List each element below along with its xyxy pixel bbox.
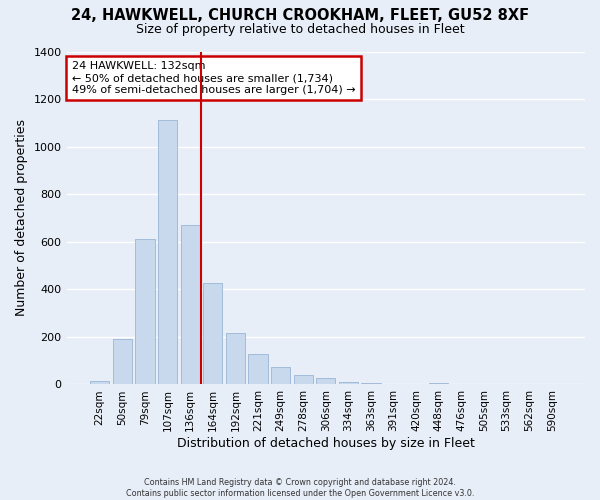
Bar bbox=[248, 354, 268, 384]
Bar bbox=[113, 338, 132, 384]
Bar bbox=[293, 376, 313, 384]
Y-axis label: Number of detached properties: Number of detached properties bbox=[15, 120, 28, 316]
Text: Contains HM Land Registry data © Crown copyright and database right 2024.
Contai: Contains HM Land Registry data © Crown c… bbox=[126, 478, 474, 498]
Bar bbox=[339, 382, 358, 384]
Bar bbox=[181, 225, 200, 384]
Bar bbox=[271, 366, 290, 384]
Bar bbox=[158, 120, 177, 384]
Text: 24, HAWKWELL, CHURCH CROOKHAM, FLEET, GU52 8XF: 24, HAWKWELL, CHURCH CROOKHAM, FLEET, GU… bbox=[71, 8, 529, 22]
Bar bbox=[136, 240, 155, 384]
Text: Size of property relative to detached houses in Fleet: Size of property relative to detached ho… bbox=[136, 22, 464, 36]
Bar bbox=[90, 381, 109, 384]
Text: 24 HAWKWELL: 132sqm
← 50% of detached houses are smaller (1,734)
49% of semi-det: 24 HAWKWELL: 132sqm ← 50% of detached ho… bbox=[72, 62, 355, 94]
Bar bbox=[316, 378, 335, 384]
Bar bbox=[429, 382, 448, 384]
Bar bbox=[203, 284, 223, 384]
Bar bbox=[226, 332, 245, 384]
X-axis label: Distribution of detached houses by size in Fleet: Distribution of detached houses by size … bbox=[177, 437, 475, 450]
